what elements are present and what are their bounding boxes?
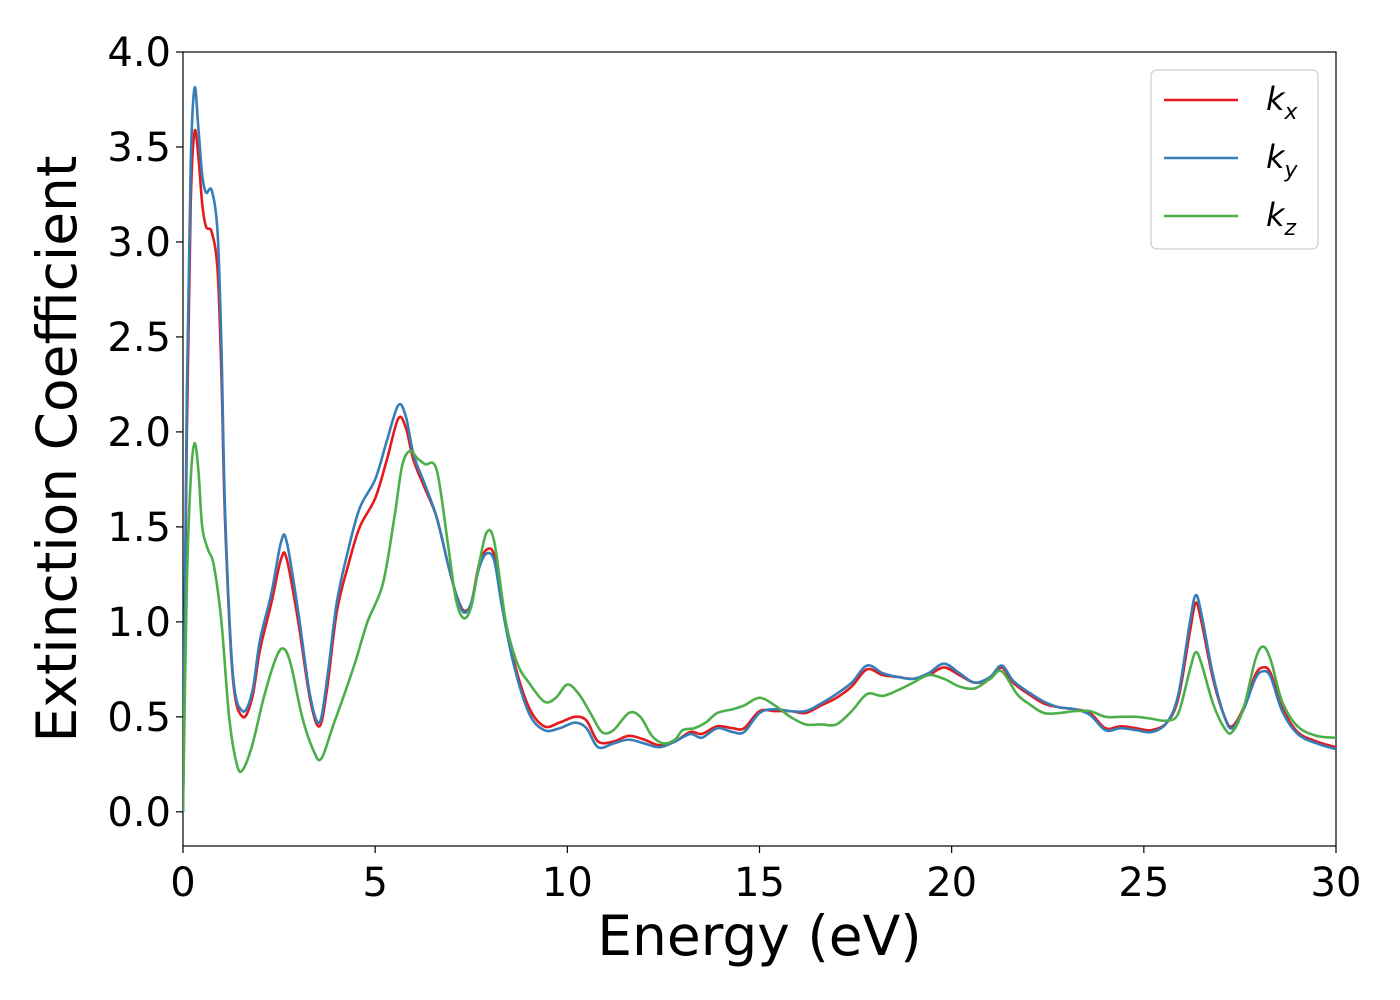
legend-subscript: z bbox=[1284, 216, 1297, 241]
legend-subscript: x bbox=[1284, 100, 1299, 125]
y-tick-label: 3.0 bbox=[107, 220, 171, 266]
legend-symbol: k bbox=[1266, 80, 1286, 118]
x-tick-label: 15 bbox=[734, 860, 785, 906]
x-axis-label: Energy (eV) bbox=[597, 904, 921, 968]
legend-symbol: k bbox=[1266, 196, 1286, 234]
legend-label-kz: kz bbox=[1266, 196, 1297, 241]
x-axis: 0 5 10 15 20 25 30 bbox=[170, 846, 1361, 906]
y-tick-label: 3.5 bbox=[107, 125, 171, 171]
legend-label-ky: ky bbox=[1266, 138, 1299, 183]
y-tick-label: 1.0 bbox=[107, 600, 171, 646]
x-tick-label: 0 bbox=[170, 860, 195, 906]
y-axis-label: Extinction Coefficient bbox=[25, 156, 89, 743]
x-tick-label: 25 bbox=[1118, 860, 1169, 906]
y-tick-label: 1.5 bbox=[107, 505, 171, 551]
legend-subscript: y bbox=[1284, 158, 1299, 183]
legend-label-kx: kx bbox=[1266, 80, 1299, 125]
y-tick-label: 0.0 bbox=[107, 790, 171, 836]
series-line-ky bbox=[183, 86, 1336, 812]
x-tick-label: 10 bbox=[542, 860, 593, 906]
legend-symbol: k bbox=[1266, 138, 1286, 176]
y-tick-label: 0.5 bbox=[107, 695, 171, 741]
y-tick-label: 2.5 bbox=[107, 315, 171, 361]
x-tick-label: 20 bbox=[926, 860, 977, 906]
legend-box bbox=[1150, 69, 1319, 250]
y-tick-label: 4.0 bbox=[107, 30, 171, 76]
series-layer bbox=[183, 86, 1336, 812]
x-tick-label: 30 bbox=[1311, 860, 1362, 906]
series-line-kz bbox=[183, 441, 1336, 812]
x-tick-label: 5 bbox=[362, 860, 387, 906]
y-axis: 0.0 0.5 1.0 1.5 2.0 2.5 3.0 3.5 4.0 bbox=[107, 30, 183, 836]
y-tick-label: 2.0 bbox=[107, 410, 171, 456]
